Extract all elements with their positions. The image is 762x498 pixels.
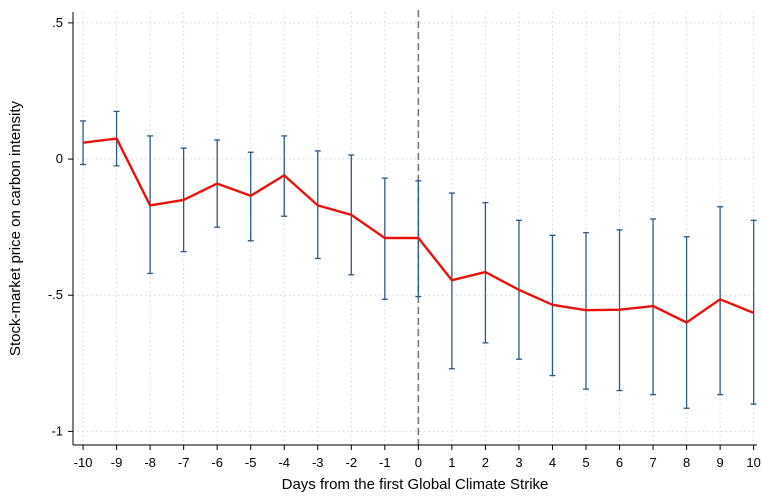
x-tick-label: -2 [346,455,358,470]
x-tick-label: 9 [717,455,724,470]
x-tick-label: 7 [649,455,656,470]
grid-layer [73,12,757,445]
x-tick-label: 8 [683,455,690,470]
x-tick-label: -5 [245,455,257,470]
line-layer [82,137,755,324]
tick-label-layer: -10 -9 -8 -7 -6 -5 -4 -3 -2 -1 0 1 2 3 4 5 6 7 8 9 10.50-.5-… [48,15,761,470]
x-tick-label: 0 [415,455,422,470]
x-tick-label: -8 [144,455,156,470]
x-tick-label: -10 [74,455,93,470]
y-tick-label: -1 [51,423,63,438]
x-tick-label: -7 [178,455,190,470]
y-tick-label: .5 [52,15,63,30]
y-tick-label: -.5 [48,287,63,302]
x-tick-label: 6 [616,455,623,470]
x-tick-label: 5 [582,455,589,470]
y-axis-title: Stock-market price on carbon intensity [7,100,24,356]
x-tick-label: -4 [278,455,290,470]
x-tick-label: 1 [448,455,455,470]
x-tick-label: -1 [379,455,391,470]
y-tick-label: 0 [56,151,63,166]
x-tick-label: -6 [211,455,223,470]
x-axis-title: Days from the first Global Climate Strik… [282,476,549,493]
x-tick-label: 10 [746,455,760,470]
x-tick-label: -3 [312,455,324,470]
x-tick-label: -9 [111,455,123,470]
x-tick-label: 4 [549,455,556,470]
axes-layer [68,12,757,450]
x-tick-label: 3 [515,455,522,470]
x-tick-label: 2 [482,455,489,470]
